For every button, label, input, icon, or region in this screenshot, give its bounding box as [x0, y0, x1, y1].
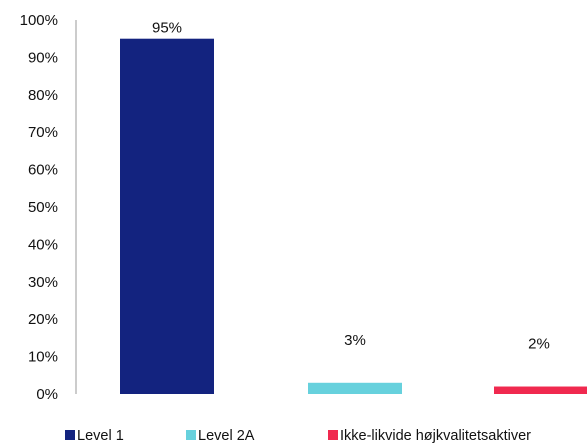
legend-label: Level 2A — [198, 428, 255, 444]
y-tick-label: 10% — [28, 349, 58, 366]
legend-swatch — [65, 430, 75, 440]
y-tick-label: 40% — [28, 236, 58, 253]
data-label: 95% — [152, 20, 182, 37]
data-labels: 95% 3% 2% — [152, 20, 550, 353]
y-tick-label: 0% — [36, 386, 58, 403]
y-tick-label: 50% — [28, 199, 58, 216]
legend-swatch — [186, 430, 196, 440]
y-tick-label: 30% — [28, 274, 58, 291]
bar — [120, 38, 214, 394]
legend-swatch — [328, 430, 338, 440]
y-tick-label: 70% — [28, 124, 58, 141]
legend: Level 1 Level 2A Ikke-likvide højkvalitets… — [65, 428, 531, 444]
data-label: 3% — [344, 332, 366, 349]
y-tick-label: 60% — [28, 162, 58, 179]
bar — [494, 386, 587, 394]
y-tick-label: 100% — [20, 12, 58, 29]
legend-label: Level 1 — [77, 428, 124, 444]
legend-label: Ikke-likvide højkvalitetsaktiver — [340, 428, 531, 444]
data-label: 2% — [528, 336, 550, 353]
bar — [308, 382, 402, 394]
y-axis: 0% 10% 20% 30% 40% 50% 60% 70% 80% 90% 100% — [20, 12, 58, 403]
y-tick-label: 80% — [28, 87, 58, 104]
y-tick-label: 20% — [28, 311, 58, 328]
y-tick-label: 90% — [28, 49, 58, 66]
bars — [120, 38, 587, 394]
